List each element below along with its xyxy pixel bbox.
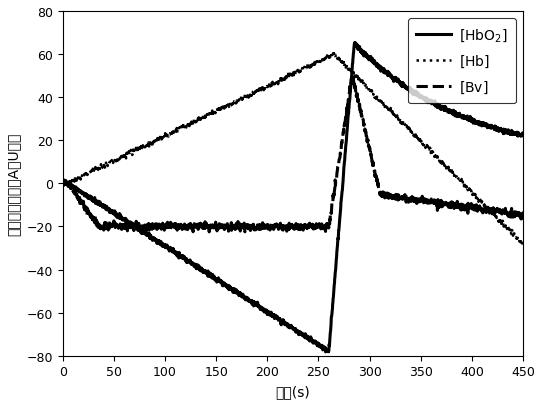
- Y-axis label: 相对浓度变化（A．U．）: 相对浓度变化（A．U．）: [7, 132, 21, 235]
- X-axis label: 时间(s): 时间(s): [275, 384, 311, 398]
- Legend: $[\mathrm{HbO_2}]$, $[\mathrm{Hb}]$, $[\mathrm{Bv}]$: $[\mathrm{HbO_2}]$, $[\mathrm{Hb}]$, $[\…: [408, 19, 516, 104]
